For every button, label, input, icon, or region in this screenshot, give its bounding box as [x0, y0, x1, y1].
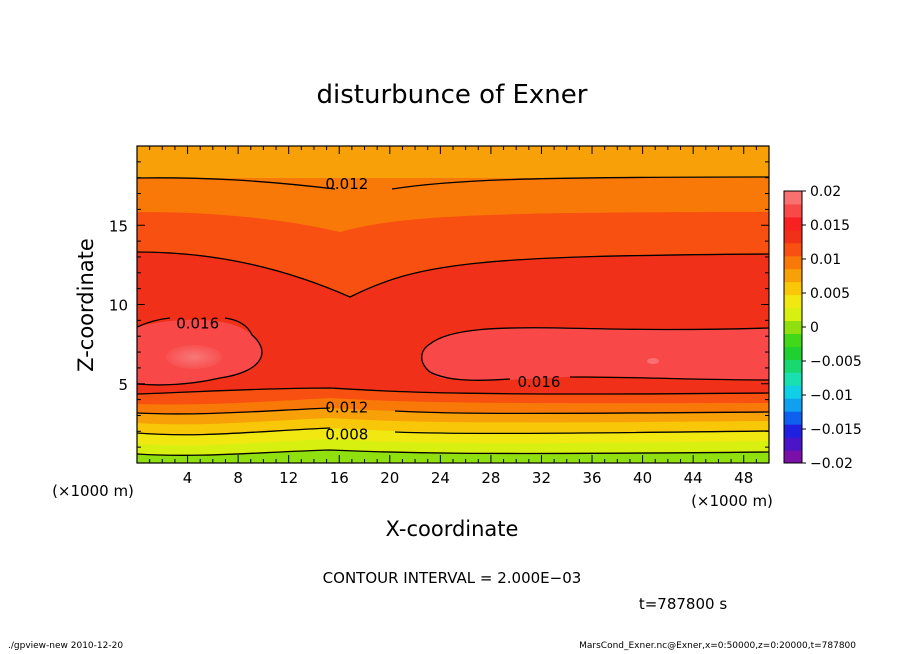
colorbar-swatch — [784, 346, 802, 360]
max-core-left — [166, 345, 222, 369]
x-tick-label: 8 — [233, 469, 243, 487]
colorbar-swatch — [784, 372, 802, 386]
colorbar-swatch — [784, 216, 802, 231]
colorbar: 0.02 0.015 0.01 0.005 0 −0.005 −0.01 −0.015 −0.0… — [783, 184, 862, 472]
contour-0-012-top-b — [391, 176, 769, 190]
colorbar-swatch — [784, 229, 802, 244]
colorbar-swatch — [784, 385, 802, 399]
x-tick-label: 20 — [380, 469, 399, 487]
colorbar-swatch — [784, 294, 802, 309]
contour-0-008-b — [394, 430, 769, 435]
contour-fill — [137, 146, 769, 463]
contour-0-008-a — [137, 427, 331, 436]
y-tick-label: 10 — [109, 297, 128, 315]
x-unit-label: (×1000 m) — [691, 492, 773, 510]
colorbar-swatch — [784, 411, 802, 425]
x-tick-label: 16 — [330, 469, 349, 487]
colorbar-swatch — [784, 203, 802, 218]
colorbar-tick-label: 0 — [810, 320, 819, 336]
y-unit-label: (×1000 m) — [52, 482, 134, 500]
x-tick-label: 24 — [431, 469, 450, 487]
colorbar-swatch — [784, 281, 802, 296]
colorbar-tick-label: 0.005 — [810, 286, 850, 302]
x-axis-title: X-coordinate — [386, 517, 519, 541]
contour-0-016-right-b — [569, 376, 769, 381]
contour-0-016-right-a — [421, 327, 769, 381]
y-tick-label: 5 — [118, 376, 128, 394]
x-tick-label: 4 — [183, 469, 193, 487]
colorbar-tick-label: 0.02 — [810, 184, 841, 200]
contour-label: 0.016 — [517, 373, 560, 391]
contour-0-012-lower-b — [394, 410, 769, 415]
colorbar-swatch — [784, 398, 802, 412]
contour-label: 0.012 — [325, 399, 368, 417]
x-tick-label: 48 — [734, 469, 753, 487]
colorbar-tick-label: 0.01 — [810, 252, 841, 268]
colorbar-swatch — [784, 255, 802, 270]
footer-program-date: ./gpview-new 2010-12-20 — [8, 641, 124, 651]
colorbar-swatch — [784, 333, 802, 347]
colorbar-swatch — [784, 268, 802, 283]
y-tick-label: 15 — [109, 217, 128, 235]
contour-labels: 0.012 0.016 0.016 0.012 0.008 — [176, 175, 560, 443]
colorbar-tick-label: −0.01 — [810, 388, 853, 404]
colorbar-swatch — [784, 307, 802, 322]
contour-0-016-left-b — [137, 317, 263, 386]
colorbar-swatch — [784, 424, 802, 438]
y-axis-title: Z-coordinate — [74, 238, 98, 372]
contour-label: 0.008 — [325, 425, 368, 443]
contour-label: 0.016 — [176, 315, 219, 333]
contour-interval-text: CONTOUR INTERVAL = 2.000E−03 — [323, 569, 582, 587]
contour-0-014-upper — [137, 251, 769, 298]
contour-label: 0.012 — [325, 175, 368, 193]
x-tick-label: 32 — [532, 469, 551, 487]
contour-0-014-lower — [137, 387, 769, 395]
x-tick-label: 28 — [481, 469, 500, 487]
x-tick-label: 12 — [279, 469, 298, 487]
colorbar-swatch — [784, 320, 802, 334]
colorbar-tick-label: −0.005 — [810, 354, 862, 370]
x-tick-label: 40 — [633, 469, 652, 487]
contour-0-012-top-a — [137, 177, 336, 190]
colorbar-swatch — [784, 437, 802, 451]
colorbar-tick-label: 0.015 — [810, 218, 850, 234]
footer-file-spec: MarsCond_Exner.nc@Exner,x=0:50000,z=0:20… — [579, 641, 856, 651]
colorbar-swatch — [784, 359, 802, 373]
contour-0-016-left-a — [137, 317, 171, 328]
time-label: t=787800 s — [639, 595, 727, 613]
contour-0-004 — [137, 449, 769, 456]
x-tick-label: 36 — [582, 469, 601, 487]
colorbar-tick-label: −0.02 — [810, 456, 853, 472]
max-core-right — [647, 358, 659, 364]
contour-0-012-lower-a — [137, 407, 331, 415]
x-axis: 4 8 12 16 20 24 28 32 36 40 44 48 — [149, 146, 757, 487]
contour-lines — [137, 176, 769, 456]
colorbar-swatch — [784, 191, 802, 205]
colorbar-swatch — [784, 242, 802, 257]
colorbar-tick-label: −0.015 — [810, 422, 862, 438]
max-region-right — [421, 327, 769, 381]
colorbar-swatch — [784, 450, 802, 464]
y-axis: 5 10 15 — [109, 161, 769, 448]
chart-title: disturbunce of Exner — [317, 80, 588, 110]
x-tick-label: 44 — [684, 469, 703, 487]
